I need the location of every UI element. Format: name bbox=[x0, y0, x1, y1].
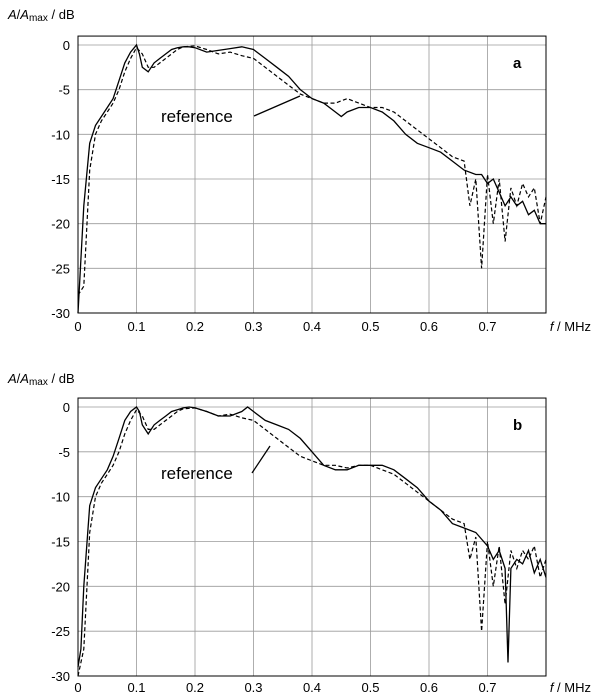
annotation-leader-line bbox=[251, 445, 271, 474]
y-tick-label: 0 bbox=[63, 38, 70, 53]
x-tick-label: 0.7 bbox=[478, 319, 496, 334]
y-axis-label: A/Amax / dB bbox=[7, 7, 75, 24]
x-tick-label: 0.6 bbox=[420, 319, 438, 334]
y-tick-label: -25 bbox=[51, 624, 70, 639]
y-tick-label: -10 bbox=[51, 127, 70, 142]
reference-annotation: reference bbox=[161, 464, 233, 483]
x-tick-label: 0.5 bbox=[361, 680, 379, 695]
plot-frame bbox=[77, 35, 547, 314]
reference-annotation: reference bbox=[161, 107, 233, 126]
y-tick-label: -25 bbox=[51, 261, 70, 276]
panel-b: 0 -5 -10 -15 -20 -25 -30 0 0.1 0.2 0.3 0.4 0.5 0.6 0.7… bbox=[7, 371, 591, 695]
series-line-dashed bbox=[77, 45, 547, 296]
x-axis-label: f / MHz bbox=[550, 319, 591, 334]
y-tick-label: -20 bbox=[51, 579, 70, 594]
y-tick-label: -15 bbox=[51, 535, 70, 550]
x-tick-label: 0.7 bbox=[478, 680, 496, 695]
x-tick-label: 0.2 bbox=[186, 319, 204, 334]
x-tick-label: 0 bbox=[74, 680, 81, 695]
x-tick-label: 0.1 bbox=[127, 319, 145, 334]
x-tick-label: 0.4 bbox=[303, 680, 321, 695]
y-tick-label: -15 bbox=[51, 172, 70, 187]
x-tick-label: 0.5 bbox=[361, 319, 379, 334]
x-tick-label: 0.3 bbox=[244, 319, 262, 334]
panel-label: a bbox=[513, 55, 522, 72]
y-tick-label: 0 bbox=[63, 400, 70, 415]
y-tick-label: -10 bbox=[51, 490, 70, 505]
annotation-leader-line bbox=[253, 95, 301, 117]
x-tick-label: 0.3 bbox=[244, 680, 262, 695]
y-tick-label: -5 bbox=[58, 83, 70, 98]
panel-a: 0 -5 -10 -15 -20 -25 -30 0 0.1 0.2 0.3 0.4 0.5 0.6 0.7… bbox=[7, 7, 591, 334]
series-line-dashed bbox=[77, 407, 547, 677]
y-tick-label: -30 bbox=[51, 306, 70, 321]
x-tick-label: 0.6 bbox=[420, 680, 438, 695]
y-tick-label: -20 bbox=[51, 217, 70, 232]
x-tick-label: 0.1 bbox=[127, 680, 145, 695]
x-tick-label: 0.4 bbox=[303, 319, 321, 334]
y-tick-label: -30 bbox=[51, 669, 70, 684]
y-axis-label: A/Amax / dB bbox=[7, 371, 75, 388]
series-line-solid bbox=[77, 406, 547, 668]
plot-frame bbox=[77, 397, 547, 677]
x-tick-label: 0.2 bbox=[186, 680, 204, 695]
y-tick-label: -5 bbox=[58, 445, 70, 460]
x-tick-label: 0 bbox=[74, 319, 81, 334]
x-axis-label: f / MHz bbox=[550, 680, 591, 695]
panel-label: b bbox=[513, 417, 522, 434]
